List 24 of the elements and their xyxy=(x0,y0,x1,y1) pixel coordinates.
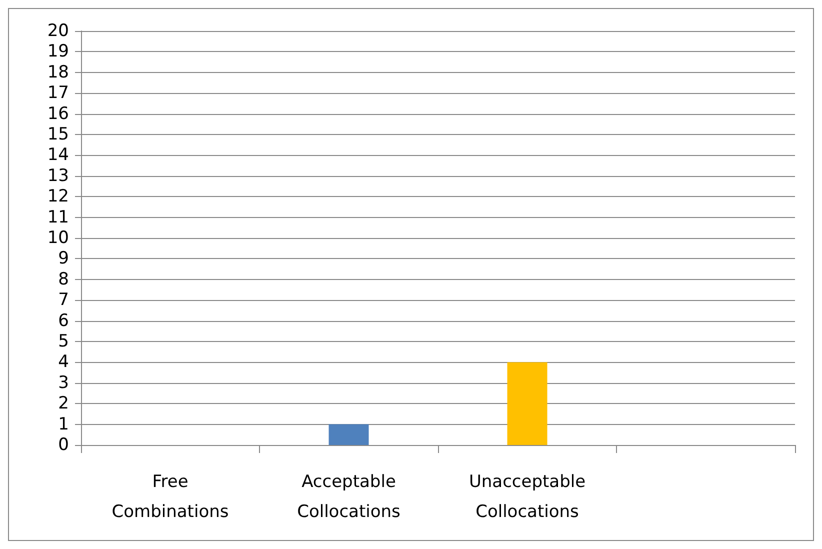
y-tick-label: 14 xyxy=(47,145,69,166)
y-tick-label: 1 xyxy=(58,414,69,434)
y-tick-label: 13 xyxy=(47,166,69,186)
y-tick-label: 11 xyxy=(47,207,69,228)
y-tick-label: 7 xyxy=(58,290,69,310)
y-tick-label: 17 xyxy=(47,83,69,104)
x-tick-label: Unacceptable Collocations xyxy=(468,472,586,522)
y-tick-label: 3 xyxy=(58,372,69,393)
y-tick-label: 6 xyxy=(58,310,69,331)
y-tick-label: 18 xyxy=(47,62,69,82)
y-tick-label: 0 xyxy=(58,435,69,455)
y-tick-label: 2 xyxy=(58,394,69,414)
y-tick-label: 5 xyxy=(58,332,69,352)
y-tick-label: 12 xyxy=(47,186,69,207)
y-tick-label: 15 xyxy=(47,124,69,144)
y-tick-label: 9 xyxy=(58,248,69,269)
y-tick-label: 20 xyxy=(47,21,69,41)
y-tick-label: 4 xyxy=(58,352,69,372)
y-tick-label: 10 xyxy=(47,228,69,248)
x-tick-label: Free Combinations xyxy=(112,472,229,522)
y-tick-label: 16 xyxy=(47,104,69,124)
y-tick-label: 8 xyxy=(58,269,69,290)
y-tick-label: 19 xyxy=(47,42,69,62)
x-tick-label: Acceptable Collocations xyxy=(297,472,401,522)
